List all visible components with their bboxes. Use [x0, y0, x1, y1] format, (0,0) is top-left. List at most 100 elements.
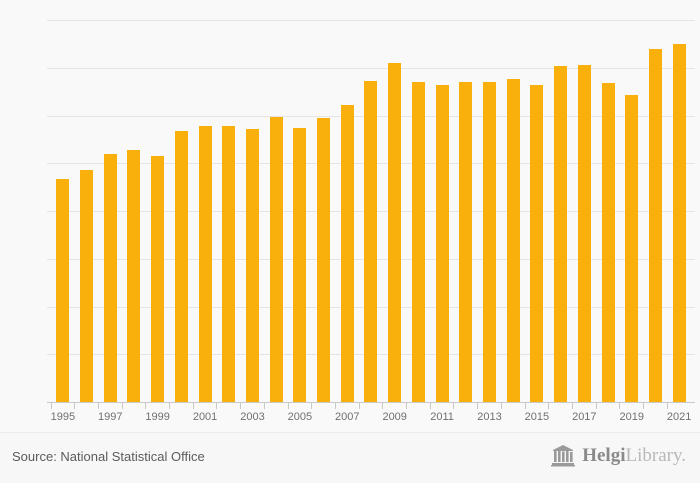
tick-slot [619, 402, 644, 410]
x-label-slot: 2019 [619, 411, 643, 427]
tick-slot [406, 402, 431, 410]
bar-slot [75, 20, 99, 402]
bar[interactable] [293, 128, 307, 402]
tick-slot [477, 402, 502, 410]
bar[interactable] [672, 43, 686, 402]
bar[interactable] [483, 81, 496, 402]
tick-slot [50, 402, 75, 410]
x-label-slot: 2013 [477, 411, 502, 427]
tick-mark [524, 402, 526, 409]
bar[interactable] [554, 66, 568, 402]
logo-text-dot: . [681, 445, 686, 466]
x-label-slot: 2021 [667, 411, 691, 427]
tick-mark [311, 402, 313, 409]
bar[interactable] [625, 94, 639, 402]
bar[interactable] [364, 81, 378, 402]
bar[interactable] [198, 126, 212, 402]
bar[interactable] [506, 79, 520, 402]
bar[interactable] [435, 85, 449, 402]
x-axis-labels: 1995 1997 1999 2001 2003 2005 2007 2009 2011 2013… [47, 411, 695, 427]
x-label-slot: 2001 [193, 411, 217, 427]
bar-slot [312, 20, 336, 402]
gridline [47, 67, 695, 69]
x-label-slot: 2003 [240, 411, 265, 427]
tick-slot [666, 402, 691, 410]
x-label-slot [644, 411, 668, 427]
bar[interactable] [56, 178, 70, 402]
x-axis-label: 2013 [477, 411, 502, 423]
x-axis-label: 2015 [524, 411, 550, 423]
bar-slot [383, 20, 407, 402]
bar[interactable] [80, 170, 94, 402]
tick-mark [50, 402, 52, 409]
bar[interactable] [577, 64, 591, 402]
x-axis-label: 2007 [335, 411, 360, 423]
tick-slot [121, 402, 146, 410]
tick-slot [192, 402, 217, 410]
tick-mark [548, 402, 550, 409]
bar[interactable] [103, 153, 117, 402]
bar[interactable] [648, 49, 662, 402]
bar-slot [359, 20, 383, 402]
bar[interactable] [340, 105, 354, 402]
tick-mark [477, 402, 479, 409]
x-label-slot: 2015 [525, 411, 549, 427]
bar-slot [478, 20, 502, 402]
x-label-slot [170, 411, 194, 427]
bar[interactable] [459, 81, 473, 402]
bar-slot [170, 20, 194, 402]
x-axis-line [47, 402, 695, 403]
gridline [47, 20, 695, 21]
bar[interactable] [530, 85, 544, 402]
bar[interactable] [174, 130, 188, 402]
x-label-slot: 2011 [430, 411, 454, 427]
bar-slot [525, 20, 549, 402]
bar[interactable] [601, 82, 615, 402]
tick-mark [216, 402, 218, 409]
bar-slot [549, 20, 573, 402]
tick-slot [595, 402, 620, 410]
tick-mark [240, 402, 242, 409]
x-label-slot: 1997 [98, 411, 122, 427]
bar[interactable] [222, 126, 236, 402]
tick-slot [643, 402, 668, 410]
tick-mark [358, 402, 360, 409]
bar-slot [193, 20, 217, 402]
x-label-slot [359, 411, 383, 427]
x-label-slot [407, 411, 431, 427]
chart-footer: Source: National Statistical Office Helg… [0, 433, 700, 483]
bar[interactable] [245, 128, 259, 402]
bar[interactable] [317, 118, 331, 402]
bar[interactable] [388, 62, 402, 402]
x-label-slot: 1999 [145, 411, 169, 427]
tick-mark [429, 402, 431, 409]
x-axis-label: 1995 [50, 411, 76, 423]
tick-slot [358, 402, 383, 410]
bar-slot [596, 20, 620, 402]
bar[interactable] [269, 117, 283, 402]
tick-mark [145, 402, 147, 409]
tick-slot [169, 402, 194, 410]
bar-slot [217, 20, 241, 402]
helgi-library-logo[interactable]: HelgiLibrary. [550, 445, 686, 467]
x-label-slot: 1995 [51, 411, 75, 427]
tick-mark [500, 402, 502, 409]
bar-slot [51, 20, 75, 402]
tick-slot [429, 402, 454, 410]
tick-mark [571, 402, 573, 409]
logo-text: HelgiLibrary. [582, 445, 686, 467]
x-label-slot: 2009 [382, 411, 406, 427]
tick-slot [74, 402, 99, 410]
bar-slot [335, 20, 359, 402]
bar[interactable] [151, 156, 165, 402]
tick-mark [169, 402, 171, 409]
tick-mark [74, 402, 76, 409]
x-label-slot [549, 411, 573, 427]
source-label: Source: National Statistical Office [12, 449, 205, 464]
bar[interactable] [411, 81, 425, 402]
bar-slot [122, 20, 146, 402]
bar[interactable] [127, 150, 141, 402]
x-label-slot [75, 411, 99, 427]
tick-slot [263, 402, 288, 410]
x-axis-label: 2003 [240, 411, 265, 423]
